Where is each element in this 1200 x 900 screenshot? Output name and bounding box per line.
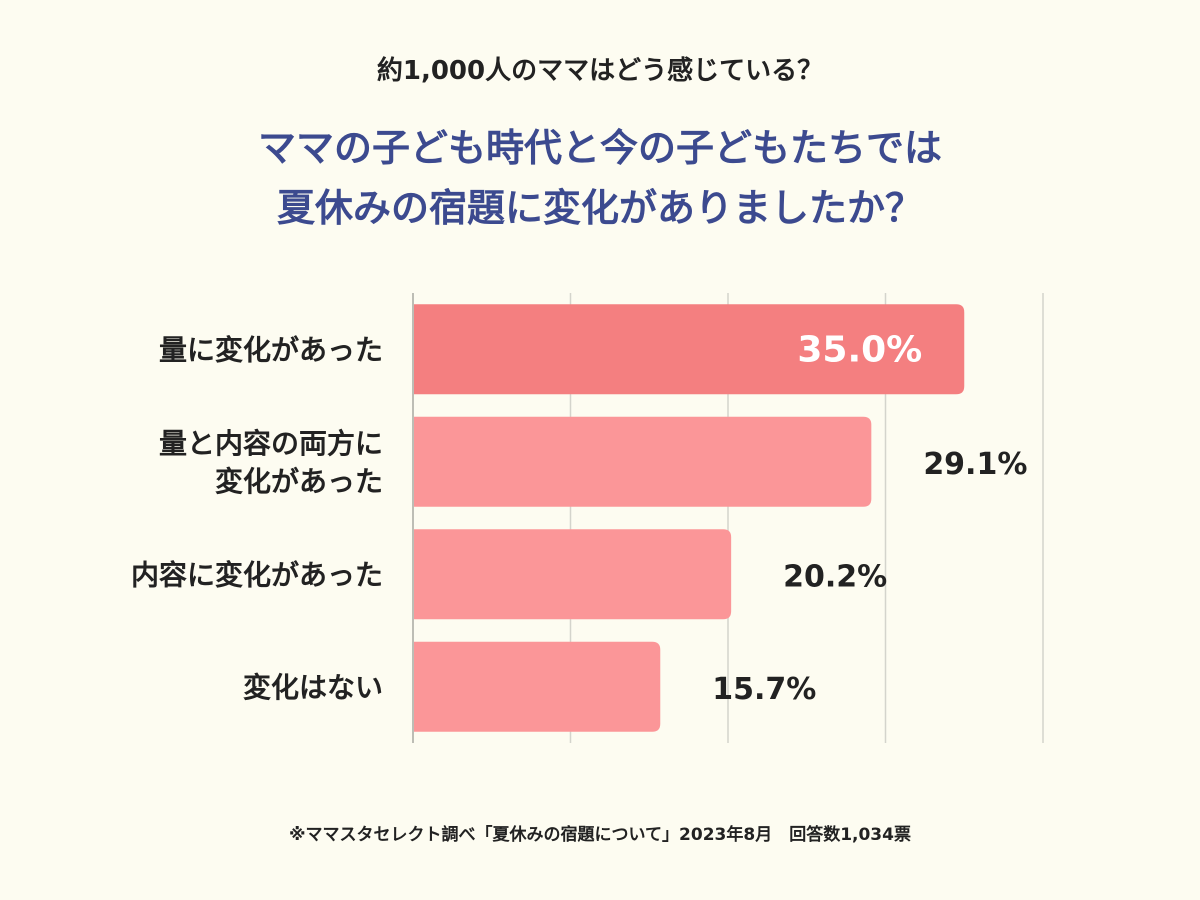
- category-label: 量と内容の両方に: [159, 427, 383, 460]
- bar: [413, 641, 661, 732]
- value-label: 15.7%: [712, 672, 816, 707]
- category-label: 変化があった: [215, 465, 383, 498]
- category-label: 量に変化があった: [159, 333, 383, 366]
- value-label: 35.0%: [797, 329, 922, 370]
- category-label: 変化はない: [243, 671, 383, 704]
- bar: [413, 304, 965, 395]
- bar: [413, 416, 872, 507]
- chart-subtitle: 約1,000人のママはどう感じている？: [376, 56, 824, 86]
- value-label: 20.2%: [783, 559, 887, 594]
- source-footnote: ※ママスタセレクト調べ「夏休みの宿題について」2023年8月 回答数1,034票: [289, 825, 911, 845]
- chart-title-line-1: ママの子ども時代と今の子どもたちでは: [257, 126, 942, 170]
- chart-title: ママの子ども時代と今の子どもたちでは 夏休みの宿題に変化がありましたか？: [0, 118, 1200, 238]
- bar: [413, 529, 732, 620]
- category-label: 内容に変化があった: [131, 558, 383, 591]
- value-label: 29.1%: [923, 447, 1027, 482]
- chart-title-line-2: 夏休みの宿題に変化がありましたか？: [276, 186, 923, 230]
